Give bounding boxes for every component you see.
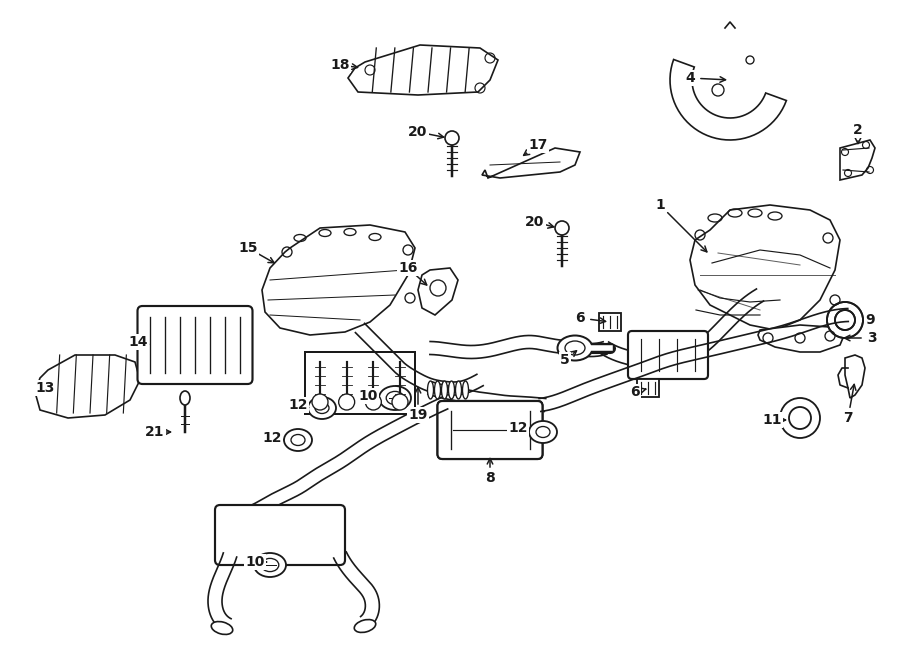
Text: 20: 20 [409,125,428,139]
Polygon shape [690,205,840,330]
Text: 1: 1 [655,198,665,212]
Ellipse shape [442,381,447,399]
Text: 21: 21 [145,425,165,439]
Polygon shape [430,336,607,358]
FancyBboxPatch shape [437,401,543,459]
Circle shape [392,394,408,410]
Ellipse shape [254,553,286,577]
Text: 17: 17 [528,138,548,152]
Circle shape [780,398,820,438]
Text: 12: 12 [508,421,527,435]
Ellipse shape [448,381,454,399]
Text: 12: 12 [262,431,282,445]
Ellipse shape [284,429,312,451]
Ellipse shape [557,336,592,360]
Polygon shape [334,552,380,627]
Circle shape [312,394,328,410]
Polygon shape [845,355,865,398]
Polygon shape [418,268,458,315]
Text: 16: 16 [399,261,418,275]
Circle shape [365,394,382,410]
Text: 2: 2 [853,123,863,137]
Polygon shape [208,553,237,631]
Circle shape [555,221,569,235]
Text: 13: 13 [35,381,55,395]
Polygon shape [243,397,447,521]
FancyBboxPatch shape [138,306,253,384]
Text: 4: 4 [685,71,695,85]
Text: 7: 7 [843,411,853,425]
Text: 5: 5 [560,353,570,367]
Text: 12: 12 [288,398,308,412]
Circle shape [430,280,446,296]
Text: 19: 19 [409,408,428,422]
Polygon shape [670,59,787,140]
Text: 18: 18 [330,58,350,72]
Ellipse shape [180,391,190,405]
Ellipse shape [529,421,557,443]
Ellipse shape [463,381,469,399]
Text: 10: 10 [358,389,378,403]
Polygon shape [758,325,845,352]
Bar [305,352,415,414]
Text: 15: 15 [238,241,257,255]
Ellipse shape [379,386,411,410]
Polygon shape [348,45,498,95]
Ellipse shape [428,381,434,399]
Text: 6: 6 [630,385,640,399]
FancyBboxPatch shape [628,331,708,379]
Circle shape [338,394,355,410]
Circle shape [827,302,863,338]
Ellipse shape [355,619,375,633]
Text: 6: 6 [575,311,585,325]
Text: 14: 14 [128,335,148,349]
Polygon shape [840,140,875,180]
Text: 11: 11 [762,413,782,427]
Polygon shape [428,382,545,411]
Ellipse shape [308,397,336,419]
Polygon shape [482,148,580,178]
Polygon shape [601,289,763,369]
Circle shape [445,131,459,145]
Text: 10: 10 [246,555,265,569]
Polygon shape [539,309,849,411]
Text: 3: 3 [868,331,877,345]
Ellipse shape [435,381,440,399]
FancyBboxPatch shape [437,401,543,459]
Polygon shape [35,355,140,418]
Bar [637,379,659,397]
Text: 20: 20 [526,215,544,229]
Polygon shape [356,323,483,395]
Ellipse shape [212,621,233,635]
Ellipse shape [455,381,462,399]
Text: 9: 9 [865,313,875,327]
Polygon shape [262,225,415,335]
FancyBboxPatch shape [215,505,345,565]
Bar [599,313,621,331]
Text: 8: 8 [485,471,495,485]
